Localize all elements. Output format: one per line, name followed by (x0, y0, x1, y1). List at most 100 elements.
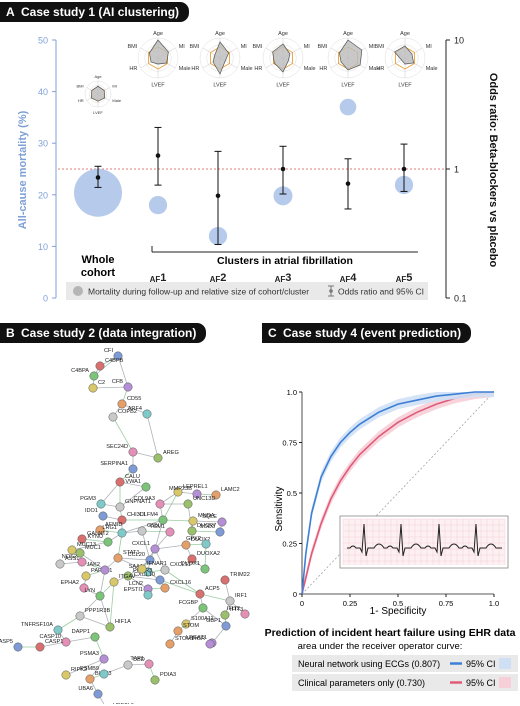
network-node-PAPSS1 (81, 571, 91, 581)
network-edge-28 (192, 520, 223, 523)
ecg-trace (347, 523, 502, 557)
network-node-CHI3L1 (117, 515, 127, 525)
network-node-label-SERPINA1: SERPINA1 (100, 461, 128, 467)
radar-label-0-4: HR (78, 98, 84, 103)
network-node-label-AREG: AREG (163, 450, 179, 456)
roc-curves (301, 391, 495, 595)
network-node-label-VWA1: VWA1 (125, 479, 141, 485)
cluster-label-1: AF1 (150, 272, 167, 284)
legend-bubble-label: Mortality during follow-up and relative … (88, 287, 309, 297)
network-node-GBP1 (221, 621, 231, 631)
network-node-label-IFIT3: IFIT3 (230, 607, 243, 613)
network-node-label-C4BPB: C4BPB (105, 358, 124, 364)
network-node-label-PSMB9: PSMB9 (80, 666, 99, 672)
network-node-label-SEC24D: SEC24D (106, 444, 128, 450)
network-node-TNFRSF10A (53, 625, 63, 635)
network-edge-66 (164, 569, 201, 595)
network-node-DAPP1 (90, 632, 100, 642)
network-node-label-LYN: LYN (85, 588, 95, 594)
cluster-label-2: AF2 (210, 272, 227, 284)
network-edge-83 (65, 636, 96, 643)
radar-label-5-2: Male (426, 66, 438, 72)
network-node-RIPK2 (61, 670, 71, 680)
network-node-ARF4 (142, 409, 152, 419)
network-node-C4BPA (89, 371, 99, 381)
radar-label-0-3: LVEF (93, 110, 103, 115)
network-node-label-PSMA3: PSMA3 (80, 651, 99, 657)
network-node-label-CXCL10: CXCL10 (134, 572, 155, 578)
radar-label-3-1: MI (304, 44, 311, 50)
radar-label-2-2: Male (241, 66, 253, 72)
panel-b-title: Case study 2 (data integration) (21, 326, 197, 340)
network-edge-30 (191, 530, 221, 533)
odds-ratio-point-AF4 (345, 181, 351, 186)
network-node-label-CASP1: CASP1 (45, 639, 63, 645)
network-node-label-LRG1: LRG1 (102, 525, 117, 531)
radar-label-1-2: Male (179, 66, 191, 72)
network-node-CASP1 (35, 642, 45, 652)
network-node-label-CXCL16: CXCL16 (170, 580, 191, 586)
radar-label-0-2: Male (112, 98, 121, 103)
network-node-label-GNPNAT1: GNPNAT1 (125, 499, 151, 505)
network-edge-99 (162, 491, 179, 521)
network-node-IDO1 (98, 511, 108, 521)
network-node-LRG1 (117, 528, 127, 538)
network-node-COPB2 (108, 412, 118, 422)
network-node-HIF1A (105, 622, 115, 632)
radar-chart-0: Age MI Male LVEF HR BMI (76, 74, 121, 115)
network-node-label-UBD: UBD (133, 657, 145, 663)
network-edge-94 (99, 595, 111, 628)
odds-ratio-point-AF3 (280, 166, 286, 172)
network-node-label-DUOX2: DUOX2 (191, 537, 210, 543)
network-node-label-DAPP1: DAPP1 (72, 629, 90, 635)
roc-ytick-label-1: 0.25 (282, 540, 297, 549)
network-edge-71 (202, 607, 227, 627)
radar-label-3-5: BMI (253, 44, 263, 50)
network-node-GSN (137, 526, 147, 536)
roc-curve-0 (301, 391, 494, 595)
roc-ytick-label-3: 0.75 (282, 439, 297, 448)
network-node-label-UNC13D: UNC13D (193, 496, 215, 502)
network-node-label-ACP5: ACP5 (205, 586, 220, 592)
network-node-label-ITGAV: ITGAV (119, 574, 136, 580)
radar-label-5-0: Age (400, 31, 410, 37)
network-node-label-IRF1: IRF1 (235, 593, 247, 599)
network-node-label-IFIT2: IFIT2 (227, 606, 240, 612)
network-node-label-CCL20: CCL20 (128, 552, 145, 558)
radar-cluster-shape-3 (272, 43, 291, 73)
network-node-UBD (123, 660, 133, 670)
roc-legend-ci-swatch-2 (499, 677, 511, 688)
left-axis-label: All-cause mortality (%) (17, 110, 29, 229)
panel-a-banner: A Case study 1 (AI clustering) (0, 2, 190, 22)
radar-label-0-5: BMI (76, 84, 83, 89)
odds-ratio-point-AF1 (155, 153, 161, 158)
roc-legend-ci-2: 95% CI (466, 678, 496, 688)
network-node-OLFM4 (158, 515, 168, 525)
network-node-CASP5 (13, 642, 23, 652)
radar-label-4-3: LVEF (341, 83, 355, 89)
network-edge-85 (65, 658, 105, 676)
network-node-label-PDIA3: PDIA3 (160, 672, 176, 678)
network-node-GNPNAT1 (115, 502, 125, 512)
radar-label-3-2: Male (304, 66, 316, 72)
panel-b-letter: B (6, 326, 15, 340)
network-node-KYNU (103, 537, 113, 547)
roc-chart: Sensitivity 00 0.25 0.25 0.5 0.5 0.75 0.75 1.0 1… (265, 388, 518, 691)
radar-label-4-0: Age (343, 31, 353, 37)
radar-label-2-1: MI (241, 44, 248, 50)
radar-chart-3: Age MI Male LVEF HR BMI (253, 31, 316, 89)
network-node-label-OLFM4: OLFM4 (139, 512, 158, 518)
radar-label-2-3: LVEF (213, 83, 227, 89)
network-node-label-LCN2: LCN2 (129, 581, 143, 587)
network-node-PGM3 (96, 499, 106, 509)
legend-bubble-icon (73, 286, 83, 296)
network-edge-27 (162, 519, 194, 522)
network-node-BIRC3 (85, 674, 95, 684)
cluster-label-5: AF5 (396, 272, 413, 284)
network-node-label-CFB: CFB (112, 379, 123, 385)
roc-ytick-label-2: 0.5 (287, 489, 297, 498)
radar-chart-2: Age MI Male LVEF HR BMI (190, 31, 253, 89)
network-node-IFNAR1 (137, 564, 147, 574)
ecg-inset (339, 515, 509, 569)
